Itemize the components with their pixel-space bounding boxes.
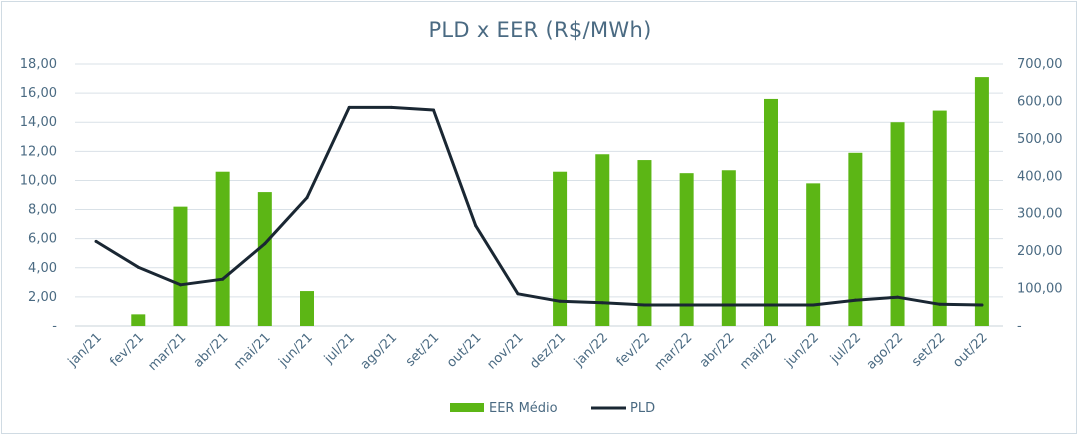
x-tick-label: jun/22 [782,330,822,370]
pld-point [769,303,773,307]
x-tick-label: abr/22 [697,330,738,371]
bar [637,160,652,326]
legend-label-eer: EER Médio [489,401,558,416]
y-right-tick-label: 700,00 [1017,57,1063,72]
bar [806,183,821,326]
y-right-tick-label: 300,00 [1017,207,1063,222]
pld-point [685,303,689,307]
bar [890,122,905,326]
bar [257,192,272,326]
x-tick-label: set/21 [403,330,442,369]
pld-point [727,303,731,307]
pld-point [853,298,857,302]
y-left-tick-label: 12,00 [20,144,57,159]
x-tick-label: mai/22 [737,330,780,373]
pld-point [474,224,478,228]
x-tick-label: mar/22 [652,330,696,374]
y-right-tick-label: 100,00 [1017,282,1063,297]
legend-label-pld: PLD [630,401,655,416]
pld-point [389,105,393,109]
y-right-tick-label: 400,00 [1017,169,1063,184]
bar [131,314,146,326]
y-left-tick-label: 10,00 [20,173,57,188]
y-left-tick-label: 14,00 [20,115,57,130]
bar [932,110,947,326]
pld-point [178,283,182,287]
x-tick-label: ago/21 [358,330,400,372]
y-left-tick-label: 6,00 [28,232,57,247]
x-tick-label: mai/21 [231,330,274,373]
pld-point [432,108,436,112]
bar [721,170,736,326]
bar [764,98,778,326]
bar [595,154,610,326]
bar [300,291,314,326]
x-tick-label: nov/21 [484,330,526,372]
x-tick-label: out/22 [950,330,990,370]
x-tick-label: set/22 [909,330,948,369]
x-tick-label: jul/22 [827,330,864,367]
pld-point [136,265,140,269]
legend-swatch-eer [450,403,484,412]
x-tick-label: mar/21 [146,330,190,374]
pld-point [263,242,267,246]
pld-point [516,292,520,296]
y-left-tick-label: - [52,319,57,334]
pld-point [811,303,815,307]
pld-point [896,295,900,299]
x-tick-label: fev/22 [614,330,654,370]
y-left-tick-label: 16,00 [20,86,57,101]
x-tick-label: ago/22 [864,330,906,372]
bar [848,152,863,326]
bar [215,171,230,326]
x-tick-label: dez/21 [527,330,569,372]
x-tick-label: abr/21 [191,330,232,371]
x-tick-label: fev/21 [107,330,147,370]
y-right-tick-label: 200,00 [1017,244,1063,259]
y-left-tick-label: 2,00 [28,290,57,305]
pld-point [94,239,98,243]
x-tick-label: jul/21 [321,330,358,367]
pld-point [558,299,562,303]
y-left-tick-label: 4,00 [28,261,57,276]
y-right-tick-label: - [1017,319,1022,334]
bar [553,171,568,326]
pld-point [980,303,984,307]
pld-point [347,105,351,109]
pld-point [642,303,646,307]
bar [173,206,188,326]
x-tick-label: jan/22 [571,330,611,370]
bar [679,173,694,326]
y-left-tick-label: 18,00 [20,57,57,72]
bar [974,77,989,326]
pld-line [94,105,984,307]
chart-title: PLD x EER (R$/MWh) [428,18,652,42]
y-left-tick-label: 8,00 [28,203,57,218]
x-tick-label: jan/21 [65,330,105,370]
x-tick-label: jun/21 [276,330,316,370]
y-right-tick-label: 600,00 [1017,94,1063,109]
pld-point [600,301,604,305]
x-tick-label: out/21 [444,330,484,370]
pld-point [938,302,942,306]
y-right-tick-label: 500,00 [1017,132,1063,147]
pld-point [221,277,225,281]
pld-point [305,196,309,200]
